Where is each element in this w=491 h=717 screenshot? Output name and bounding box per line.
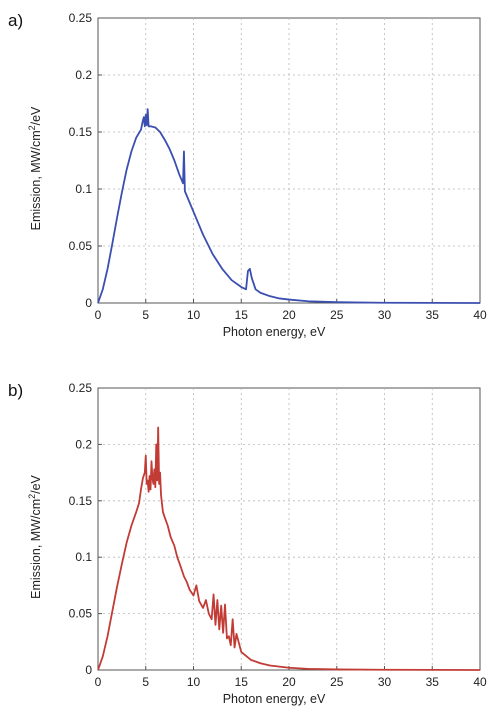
panel-a-ytick-label: 0.05 <box>69 239 93 253</box>
panel-b-xtick-label: 0 <box>95 675 102 689</box>
panel-b-xaxis-label: Photon energy, eV <box>223 692 326 706</box>
panel-a-ytick-label: 0.1 <box>75 182 92 196</box>
panel-a-xtick-label: 20 <box>282 308 296 322</box>
panel-a-chart: a) 0 5 10 15 20 25 30 35 40 0 0.05 0.1 0.15 0.2 0.25 Pho… <box>8 11 487 339</box>
panel-b-xtick-label: 20 <box>282 675 296 689</box>
panel-a-xtick-label: 40 <box>473 308 487 322</box>
panel-a-xtick-label: 10 <box>187 308 201 322</box>
panel-a-ytick-label: 0.2 <box>75 68 92 82</box>
panel-a-plot-frame <box>97 17 481 304</box>
panel-a-xtick-label: 35 <box>426 308 440 322</box>
panel-b-ytick-label: 0.25 <box>69 381 93 395</box>
panel-b-yaxis-label: Emission, MW/cm2/eV <box>27 474 43 598</box>
panel-b-ytick-label: 0.05 <box>69 607 93 621</box>
panel-b-ytick-label: 0 <box>85 663 92 677</box>
panel-b-series-line <box>97 426 481 671</box>
panel-b-xtick-label: 35 <box>426 675 440 689</box>
panel-b-xtick-label: 40 <box>473 675 487 689</box>
panel-b-xtick-label: 25 <box>330 675 344 689</box>
panel-a-ytick-label: 0 <box>85 296 92 310</box>
panel-b-ytick-label: 0.2 <box>75 437 92 451</box>
panel-a-series-line <box>97 108 481 304</box>
panel-b-ytick-label: 0.1 <box>75 550 92 564</box>
panel-a-xtick-label: 30 <box>378 308 392 322</box>
panel-a-label: a) <box>8 11 23 30</box>
panel-b-label: b) <box>8 381 23 400</box>
panel-b-xtick-label: 10 <box>187 675 201 689</box>
panel-a-ytick-label: 0.25 <box>69 11 93 25</box>
panel-b-ytick-label: 0.15 <box>69 494 93 508</box>
panel-a-xtick-label: 25 <box>330 308 344 322</box>
panel-b-xtick-label: 30 <box>378 675 392 689</box>
panel-a-xaxis-label: Photon energy, eV <box>223 325 326 339</box>
panel-b-chart: b) 0 5 10 15 20 25 30 35 40 0 0.05 0.1 0.15 0.2 0.25 Pho… <box>8 381 487 706</box>
panel-b-xtick-label: 15 <box>235 675 249 689</box>
panel-a-ytick-label: 0.15 <box>69 125 93 139</box>
panel-a-yaxis-label: Emission, MW/cm2/eV <box>27 106 43 230</box>
panel-b-xtick-label: 5 <box>142 675 149 689</box>
panel-a-xtick-label: 0 <box>95 308 102 322</box>
panel-a-xtick-label: 5 <box>142 308 149 322</box>
panel-a-xtick-label: 15 <box>235 308 249 322</box>
